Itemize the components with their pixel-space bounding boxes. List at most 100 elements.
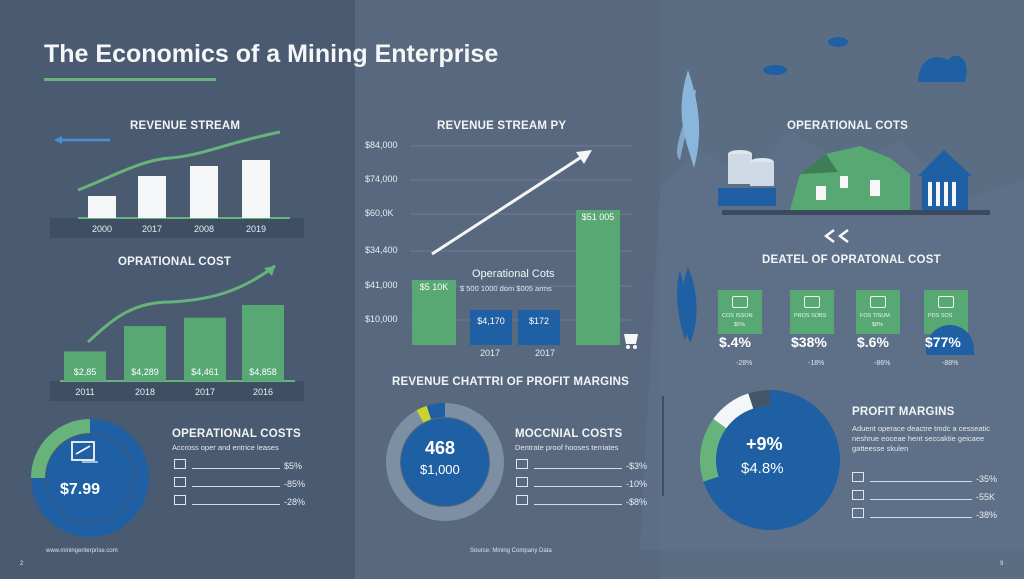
detail-title: DEATEL OF OPRATONAL COST (762, 254, 941, 266)
mid-bar-0 (412, 280, 456, 345)
mining-illustration (718, 146, 990, 215)
detail-card-sub1-2: FOS TISUM (860, 313, 890, 319)
tool-icon (516, 495, 528, 505)
tool-icon (174, 495, 186, 505)
operational-costs-subtitle: Accross oper and entrice leases (172, 443, 279, 452)
profit-margins-title: PROFIT MARGINS (852, 406, 955, 418)
legend1-value-0: -$3% (626, 461, 648, 471)
moccnial-costs-donut (386, 403, 504, 521)
cloud-shapes (763, 37, 967, 82)
operational-bar-2 (184, 317, 226, 381)
revenue-trend-line (77, 130, 281, 192)
legend2-line-2 (870, 517, 972, 518)
legend1-value-2: -$8% (626, 497, 648, 507)
legend0-value-2: -28% (284, 497, 306, 507)
revenue-axis-band (50, 218, 304, 238)
mid-ytick-0: $84,000 (365, 140, 398, 150)
legend1-line-2 (534, 504, 622, 505)
chevron-pair-icon (823, 229, 849, 243)
operational-costs-title: OPERATIONAL COSTS (172, 428, 301, 440)
operational-bar-label-1: $4,289 (131, 367, 159, 377)
moccnial-costs-top-value: 468 (425, 438, 456, 458)
operational-trend-line (86, 264, 276, 344)
legend0-value-1: -85% (284, 479, 306, 489)
truck-icon (804, 296, 820, 308)
donut0-slice-0 (31, 419, 149, 537)
cart-icon (624, 334, 638, 349)
mid-category-0: 2017 (480, 348, 501, 358)
detail-card-value-1: $38% (791, 334, 827, 350)
profit-margins-subtitle: Aduent operace deactre tmdc a cesseatic … (852, 424, 990, 453)
detail-card-value-0: $.4% (719, 334, 751, 350)
donut2-slice-2 (713, 393, 754, 429)
detail-card-value-2: $.6% (857, 334, 889, 350)
operational-costs-center-value: $7.99 (60, 481, 101, 498)
profit-margins-donut (700, 390, 840, 530)
detail-card-pct-3: -88% (942, 360, 959, 367)
profit-margins-top-value: +9% (746, 434, 783, 454)
mid-bar-label-2: $172 (529, 316, 549, 326)
footer-page-left: 2 (20, 561, 24, 567)
operational-category-3: 2016 (253, 387, 273, 397)
list-icon (516, 459, 528, 469)
detail-card-0 (718, 290, 762, 334)
donut1-slice-1 (416, 405, 432, 423)
operational-category-1: 2018 (135, 387, 155, 397)
moccnial-costs-center-value: $1,000 (420, 462, 460, 477)
blue-fin-shape-2 (682, 267, 697, 343)
legend2-value-2: -38% (976, 510, 998, 520)
mid-ytick-3: $34,400 (365, 245, 398, 255)
mid-category-1: 2017 (535, 348, 556, 358)
detail-card-value-3: $77% (925, 334, 961, 350)
mid-ytick-5: $10,000 (365, 314, 398, 324)
operational-bar-label-2: $4,461 (191, 367, 219, 377)
legend0-value-0: $5% (284, 461, 303, 471)
legend2-line-0 (870, 481, 972, 482)
donut2-slice-1 (700, 418, 727, 482)
operational-costs-donut (31, 419, 149, 537)
operational-bar-label-0: $2,85 (74, 367, 97, 377)
operational-bar-0 (64, 351, 106, 381)
mid-bar-1 (470, 310, 512, 345)
legend0-line-1 (192, 486, 280, 487)
leaf-icon (732, 296, 748, 308)
detail-card-pct-0: -28% (736, 360, 753, 367)
footer-source: Source: Mining Company Data (470, 548, 552, 554)
gear-icon (174, 477, 186, 487)
truck-icon (516, 477, 528, 487)
detail-card-sub2-2: $8% (872, 322, 884, 328)
donut0-slice-1 (31, 419, 91, 479)
operational-category-2: 2017 (195, 387, 215, 397)
tool-icon (852, 508, 864, 518)
mid-bar-label-3: $51 005 (582, 212, 615, 222)
revenue-bar-2 (190, 166, 218, 218)
revenue-stream-chart: 2000 2017 2008 2019 (50, 130, 304, 238)
moccnial-costs-subtitle: Dentrate proof hooses terriates (515, 443, 619, 452)
title-underline (44, 78, 216, 81)
revenue-category-3: 2019 (246, 224, 266, 234)
revenue-category-0: 2000 (92, 224, 112, 234)
revenue-category-1: 2017 (142, 224, 162, 234)
mid-ytick-4: $41,000 (365, 280, 398, 290)
footer-page-right: 9 (1000, 561, 1004, 567)
revenue-category-2: 2008 (194, 224, 214, 234)
mine-structure-icon (790, 146, 910, 210)
detail-card-pct-1: -18% (808, 360, 825, 367)
mid-bar-label-1: $4,170 (477, 316, 505, 326)
mid-bar-3 (576, 210, 620, 345)
coins-stack-icon (718, 150, 776, 206)
detail-card-sub1-3: PDS SOS (928, 313, 953, 319)
detail-card-sub1-1: PROS SOBS (794, 313, 827, 319)
revenue-chattri-title: REVENUE CHATTRI OF PROFIT MARGINS (392, 376, 630, 388)
operational-bar-label-3: $4,858 (249, 367, 277, 377)
donut1-slice-0 (386, 403, 504, 521)
cart-icon (852, 490, 864, 500)
factory-icon (918, 150, 972, 210)
growth-arrow-head (576, 150, 592, 164)
legend2-value-1: -55K (976, 492, 996, 502)
excavator-icon (870, 296, 886, 308)
mid-bar-label-0: $5 10K (420, 282, 449, 292)
operational-cots-annotation-sub: $ 500 1000 dom $005 arms (460, 284, 552, 293)
truck-icon (174, 459, 186, 469)
revenue-stream-title: REVENUE STREAM (130, 120, 241, 132)
